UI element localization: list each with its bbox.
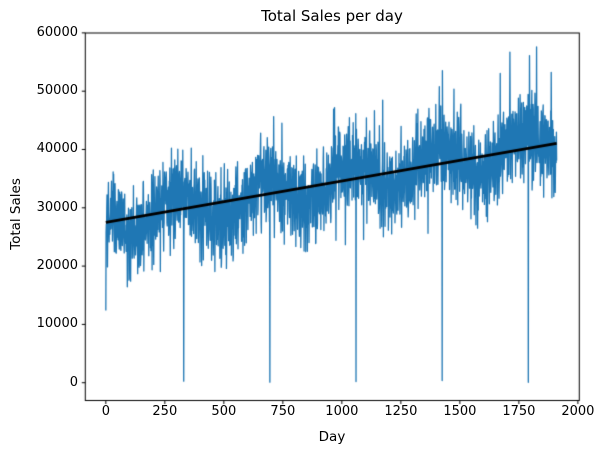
x-tick-label: 1500 [443, 404, 477, 419]
x-tick-label: 750 [270, 404, 296, 419]
y-tick-label: 20000 [36, 258, 78, 274]
y-tick-label: 40000 [36, 141, 78, 157]
x-tick-label: 2000 [561, 404, 595, 419]
x-tick-label: 500 [211, 404, 237, 419]
x-tick-label: 250 [152, 404, 178, 419]
y-tick-label: 50000 [36, 83, 78, 99]
x-tick-label: 1000 [325, 404, 359, 419]
x-tick-label: 0 [101, 404, 110, 419]
x-tick-label: 1750 [502, 404, 536, 419]
y-tick-label: 0 [69, 374, 78, 390]
x-axis-label: Day [318, 429, 346, 445]
y-tick-label: 60000 [36, 24, 78, 40]
y-tick-label: 30000 [36, 199, 78, 215]
chart-title: Total Sales per day [261, 7, 403, 25]
y-tick-label: 10000 [36, 316, 78, 332]
x-tick-label: 1250 [384, 404, 418, 419]
